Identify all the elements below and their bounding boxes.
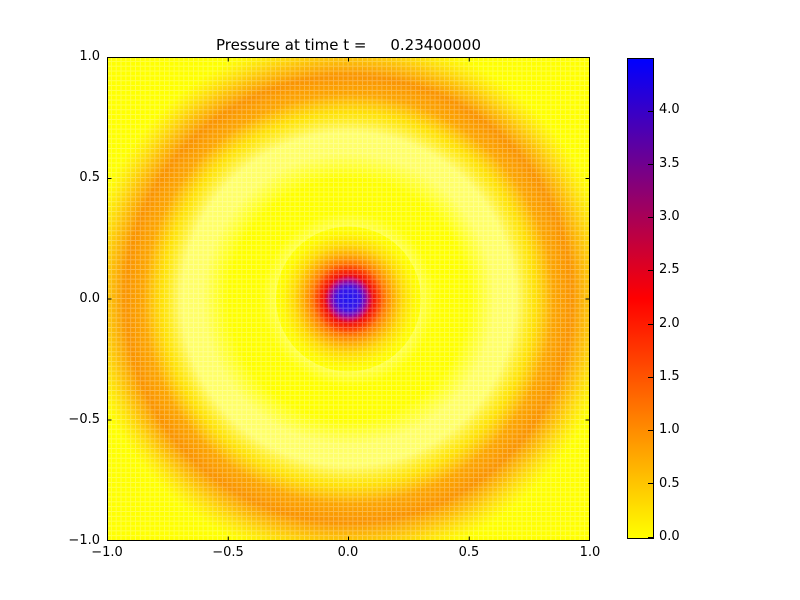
colorbar-tick: [648, 537, 653, 538]
colorbar-tick: [648, 164, 653, 165]
colorbar-tick-label: 0.5: [659, 476, 680, 491]
plot-frame: [107, 57, 590, 541]
colorbar-tick: [648, 324, 653, 325]
x-axis-tick-label: −1.0: [91, 545, 123, 560]
colorbar-tick: [648, 377, 653, 378]
colorbar-gradient: [627, 58, 654, 539]
colorbar-tick-label: 2.5: [659, 262, 680, 277]
colorbar-tick-label: 3.5: [659, 156, 680, 171]
pcolor-mesh-grid: [107, 57, 590, 541]
heatmap-svg: [107, 57, 590, 541]
x-axis-tick-label: −0.5: [212, 545, 244, 560]
y-axis-tick-label: 1.0: [79, 49, 100, 64]
colorbar-tick-label: 1.5: [659, 369, 680, 384]
plot-area: [107, 57, 590, 541]
colorbar-tick-label: 3.0: [659, 209, 680, 224]
x-axis-tick-label: 0.0: [337, 545, 359, 560]
x-axis-tick-label: 1.0: [579, 545, 601, 560]
colorbar-tick: [648, 270, 653, 271]
plot-title: Pressure at time t = 0.23400000: [215, 36, 482, 54]
colorbar-tick: [648, 111, 653, 112]
colorbar-tick-label: 4.0: [659, 102, 680, 117]
colorbar-tick: [648, 483, 653, 484]
y-axis-tick-label: −0.5: [68, 412, 100, 427]
y-axis-tick-label: 0.0: [79, 291, 100, 306]
colorbar-tick: [648, 217, 653, 218]
y-axis-tick-label: −1.0: [68, 533, 100, 548]
colorbar-tick-label: 2.0: [659, 316, 680, 331]
y-axis-tick-label: 0.5: [79, 170, 100, 185]
colorbar-tick-label: 0.0: [659, 529, 680, 544]
colorbar-tick: [648, 430, 653, 431]
x-axis-tick-label: 0.5: [458, 545, 480, 560]
colorbar-tick-label: 1.0: [659, 422, 680, 437]
